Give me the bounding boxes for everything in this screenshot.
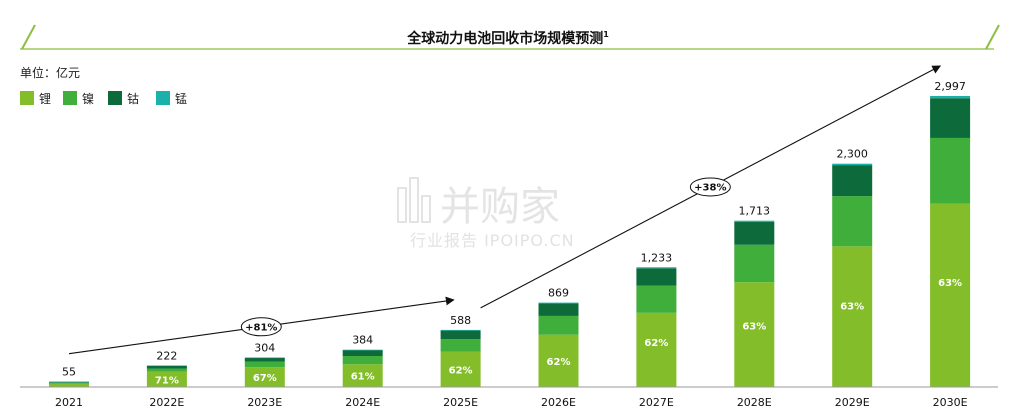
x-tick-label-2027E: 2027E (639, 396, 674, 409)
share-label-2024E: 61% (351, 372, 375, 383)
bar-segment-2025E-3 (440, 330, 481, 340)
legend-swatch-2 (63, 91, 77, 105)
bar-segment-2028E-2 (734, 244, 775, 283)
bar-segment-2023E-1 (244, 367, 285, 387)
bar-segment-2022E-3 (146, 365, 187, 369)
total-label-2027E: 1,233 (641, 251, 673, 264)
legend-swatch-3 (108, 91, 122, 105)
share-label-2030E: 63% (938, 278, 962, 289)
total-label-2028E: 1,713 (739, 205, 771, 218)
share-label-2025E: 62% (449, 365, 473, 376)
total-label-2021: 55 (62, 366, 76, 379)
growth-label-1: +81% (245, 322, 277, 333)
watermark-subtext: 行业报告 IPOIPO.CN (410, 231, 575, 250)
watermark-text: 并购家 (440, 184, 560, 230)
bar-segment-2024E-2 (342, 356, 383, 365)
legend-swatch-4 (156, 91, 170, 105)
x-tick-label-2022E: 2022E (149, 396, 184, 409)
bar-segment-2026E-1 (538, 334, 579, 387)
bar-segment-2021-2 (49, 382, 89, 384)
bar-segment-2030E-4 (930, 96, 971, 99)
legend-label-3: 钴 (127, 91, 139, 106)
legend-label-1: 锂 (39, 91, 51, 106)
bar-segment-2026E-4 (538, 302, 579, 304)
bar-segment-2024E-1 (342, 364, 383, 387)
total-label-2023E: 304 (254, 341, 275, 354)
bar-segment-2028E-1 (734, 282, 775, 387)
bar-segment-2029E-1 (832, 246, 873, 387)
bar-segment-2025E-4 (440, 329, 481, 331)
legend-label-2: 镍 (82, 92, 94, 106)
legend-label-4: 锰 (175, 91, 187, 106)
bar-segment-2029E-2 (832, 196, 873, 247)
bar-area: 55 222 71% 304 67% 384 61% 588 62% 869 62% 1,233 62%… (49, 80, 971, 387)
title-right-slash (985, 24, 1000, 50)
bar-segment-2028E-4 (734, 220, 775, 222)
watermark: 并购家 行业报告 IPOIPO.CN (397, 177, 575, 250)
bar-segment-2029E-3 (832, 165, 873, 197)
bar-segment-2025E-1 (440, 351, 481, 387)
title-left-slash (21, 24, 36, 50)
x-tick-label-2029E: 2029E (835, 396, 870, 409)
total-label-2025E: 588 (450, 314, 471, 327)
bar-segment-2026E-3 (538, 303, 579, 316)
bar-segment-2027E-1 (636, 312, 677, 387)
bar-segment-2022E-1 (146, 371, 187, 387)
bar-segment-2024E-3 (342, 350, 383, 357)
x-tick-label-2030E: 2030E (933, 396, 968, 409)
bar-segment-2024E-4 (342, 349, 383, 351)
x-axis-labels: 2021 2022E 2023E 2024E 2025E 2026E 2027E 2028E 2… (55, 396, 968, 409)
bar-segment-2030E-3 (930, 98, 971, 138)
bar-segment-2021-4 (49, 381, 89, 383)
x-tick-label-2028E: 2028E (737, 396, 772, 409)
share-label-2023E: 67% (253, 373, 277, 384)
bar-segment-2025E-2 (440, 339, 481, 352)
chart-title: 全球动力电池回收市场规模预测1 (406, 30, 609, 47)
bar-segment-2030E-1 (930, 203, 971, 387)
share-label-2028E: 63% (742, 321, 766, 332)
unit-label: 单位：亿元 (20, 65, 80, 80)
bar-segment-2022E-4 (146, 365, 187, 367)
bar-segment-2026E-2 (538, 315, 579, 335)
bar-segment-2027E-3 (636, 268, 677, 286)
total-label-2026E: 869 (548, 287, 569, 300)
growth-label-2: +38% (694, 182, 726, 193)
bar-segment-2029E-4 (832, 163, 873, 166)
bar-segment-2023E-2 (244, 361, 285, 368)
total-label-2022E: 222 (156, 349, 177, 362)
bar-segment-2027E-4 (636, 267, 677, 269)
bar-segment-2021-1 (49, 383, 89, 387)
total-label-2029E: 2,300 (836, 148, 868, 161)
x-tick-label-2026E: 2026E (541, 396, 576, 409)
bar-segment-2023E-3 (244, 357, 285, 362)
share-label-2027E: 62% (644, 338, 668, 349)
bar-segment-2023E-4 (244, 357, 285, 359)
watermark-logo-icon (397, 177, 431, 223)
total-label-2024E: 384 (352, 334, 373, 347)
total-label-2030E: 2,997 (934, 80, 966, 93)
bar-segment-2027E-2 (636, 285, 677, 313)
share-label-2029E: 63% (840, 302, 864, 313)
growth-annotations: +81% +38% (68, 65, 942, 355)
x-tick-label-2024E: 2024E (345, 396, 380, 409)
share-label-2026E: 62% (547, 357, 571, 368)
bar-segment-2028E-3 (734, 221, 775, 245)
legend: 锂镍钴锰 (20, 91, 187, 106)
growth-badge-1 (240, 317, 282, 337)
bar-segment-2022E-2 (146, 368, 187, 372)
growth-badge-2 (689, 177, 731, 197)
title-banner: 全球动力电池回收市场规模预测1 (20, 24, 1000, 50)
x-tick-label-2021: 2021 (55, 396, 83, 409)
legend-swatch-1 (20, 91, 34, 105)
share-label-2022E: 71% (155, 375, 179, 386)
x-tick-label-2023E: 2023E (247, 396, 282, 409)
bar-segment-2030E-2 (930, 137, 971, 204)
x-tick-label-2025E: 2025E (443, 396, 478, 409)
